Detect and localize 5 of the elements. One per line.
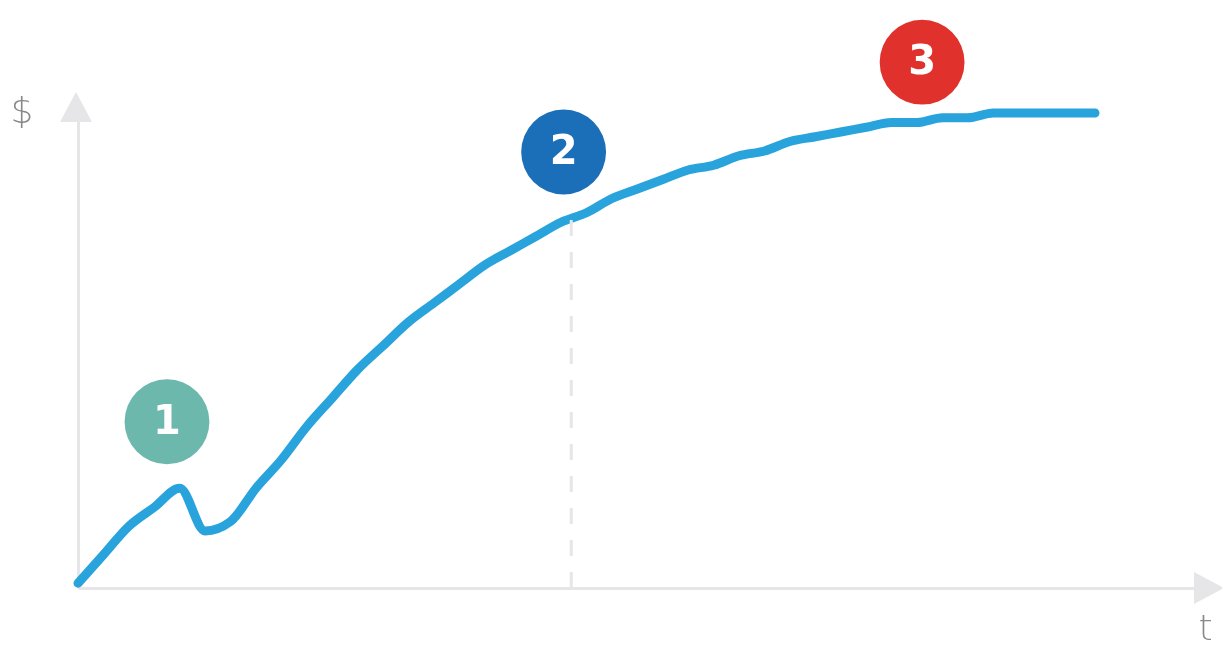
y-axis-title: $ xyxy=(10,89,34,131)
annotation: 1 xyxy=(153,396,181,443)
text: 3 xyxy=(908,37,937,84)
x-axis-title: t xyxy=(1198,606,1213,648)
annotation: 2 xyxy=(549,126,578,173)
